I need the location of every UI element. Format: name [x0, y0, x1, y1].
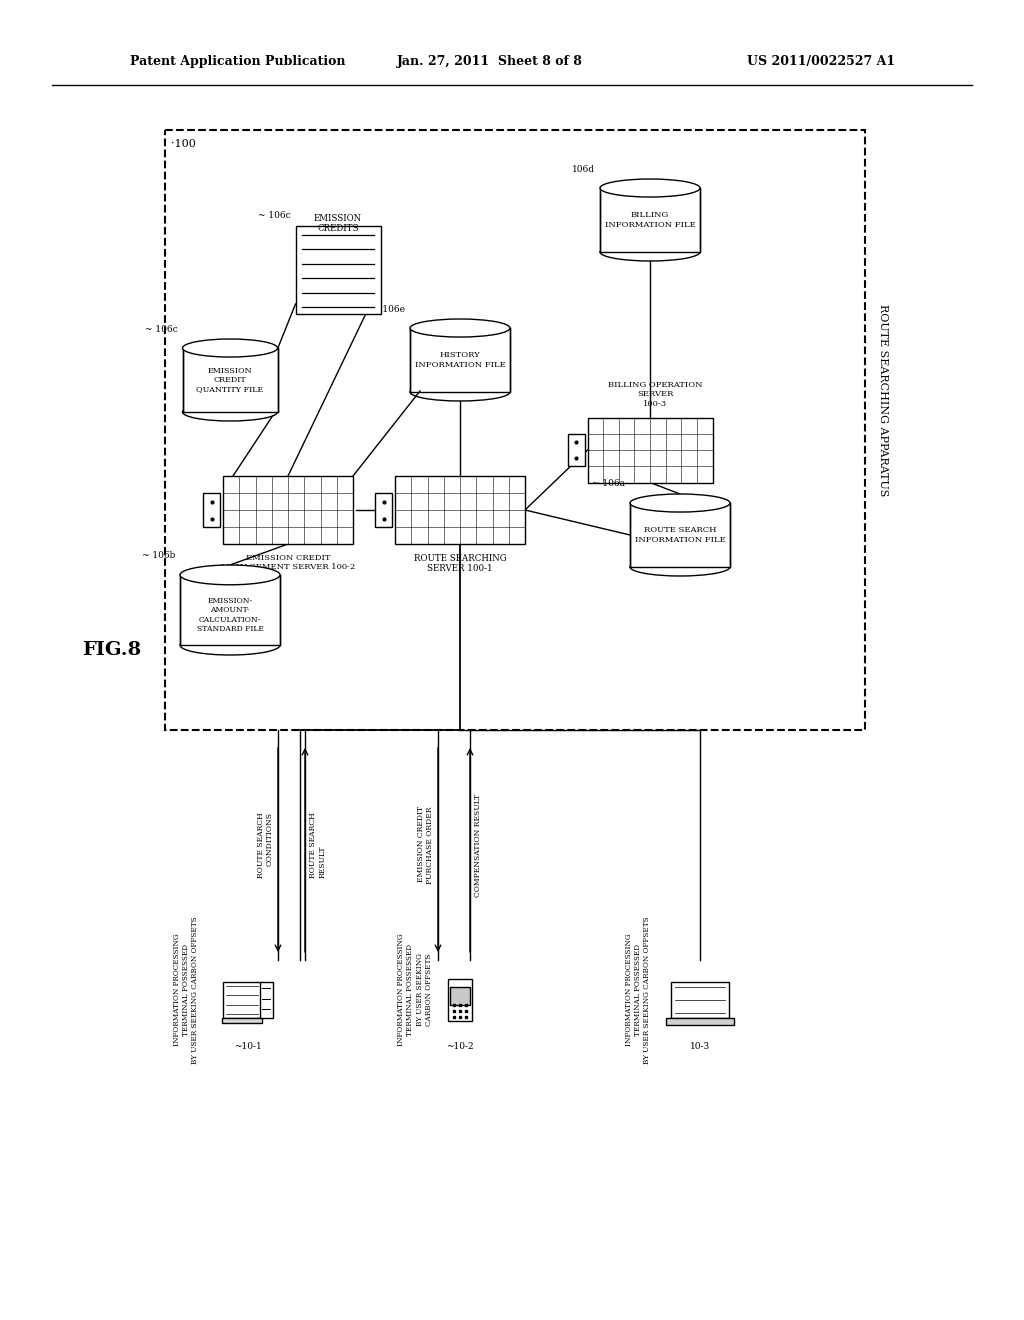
Ellipse shape	[180, 635, 280, 655]
Text: INFORMATION PROCESSING
TERMINAL POSSESSED
BY USER SEEKING
CARBON OFFSETS: INFORMATION PROCESSING TERMINAL POSSESSE…	[397, 933, 433, 1047]
Ellipse shape	[410, 383, 510, 401]
Text: BILLING
INFORMATION FILE: BILLING INFORMATION FILE	[604, 211, 695, 228]
Text: ~ 106a: ~ 106a	[592, 479, 625, 488]
Text: BILLING OPERATION
SERVER
100-3: BILLING OPERATION SERVER 100-3	[608, 381, 702, 408]
FancyBboxPatch shape	[588, 417, 713, 483]
Text: ~10-2: ~10-2	[446, 1041, 474, 1051]
Text: ROUTE SEARCH
CONDITIONS: ROUTE SEARCH CONDITIONS	[257, 812, 274, 878]
FancyBboxPatch shape	[223, 982, 261, 1018]
Text: INFORMATION PROCESSING
TERMINAL POSSESSED
BY USER SEEKING CARBON OFFSETS: INFORMATION PROCESSING TERMINAL POSSESSE…	[625, 916, 651, 1064]
FancyBboxPatch shape	[410, 327, 510, 392]
Ellipse shape	[182, 403, 278, 421]
Text: COMPENSATION RESULT: COMPENSATION RESULT	[474, 793, 482, 896]
Text: ~10-1: ~10-1	[234, 1041, 262, 1051]
FancyBboxPatch shape	[223, 477, 353, 544]
FancyBboxPatch shape	[375, 492, 392, 527]
FancyBboxPatch shape	[449, 979, 472, 1020]
Text: ~ 106c: ~ 106c	[144, 325, 177, 334]
FancyBboxPatch shape	[203, 492, 220, 527]
FancyBboxPatch shape	[165, 129, 865, 730]
Text: ROUTE SEARCHING
SERVER 100-1: ROUTE SEARCHING SERVER 100-1	[414, 554, 506, 573]
Text: ·100: ·100	[171, 139, 196, 149]
FancyBboxPatch shape	[260, 982, 273, 1018]
Ellipse shape	[630, 558, 730, 576]
Text: EMISSION
CREDITS: EMISSION CREDITS	[314, 214, 362, 234]
Text: EMISSION
CREDIT
QUANTITY FILE: EMISSION CREDIT QUANTITY FILE	[197, 367, 263, 393]
Text: Jan. 27, 2011  Sheet 8 of 8: Jan. 27, 2011 Sheet 8 of 8	[397, 55, 583, 69]
FancyBboxPatch shape	[296, 226, 381, 314]
FancyBboxPatch shape	[630, 503, 730, 568]
FancyBboxPatch shape	[395, 477, 525, 544]
Text: Patent Application Publication: Patent Application Publication	[130, 55, 345, 69]
Ellipse shape	[600, 180, 700, 197]
Ellipse shape	[180, 565, 280, 585]
FancyBboxPatch shape	[180, 576, 280, 645]
Ellipse shape	[600, 243, 700, 261]
FancyBboxPatch shape	[600, 187, 700, 252]
FancyBboxPatch shape	[182, 348, 278, 412]
Text: ~ 106b: ~ 106b	[141, 550, 175, 560]
Ellipse shape	[630, 494, 730, 512]
Text: ROUTE SEARCHING APPARATUS: ROUTE SEARCHING APPARATUS	[878, 304, 888, 496]
FancyBboxPatch shape	[666, 1018, 734, 1026]
Text: INFORMATION PROCESSING
TERMINAL POSSESSED
BY USER SEEKING CARBON OFFSETS: INFORMATION PROCESSING TERMINAL POSSESSE…	[173, 916, 200, 1064]
Text: EMISSION-
AMOUNT-
CALCULATION-
STANDARD FILE: EMISSION- AMOUNT- CALCULATION- STANDARD …	[197, 597, 263, 632]
Text: ROUTE SEARCH
INFORMATION FILE: ROUTE SEARCH INFORMATION FILE	[635, 527, 725, 544]
Text: 106d: 106d	[572, 165, 595, 173]
Text: HISTORY
INFORMATION FILE: HISTORY INFORMATION FILE	[415, 351, 506, 368]
FancyBboxPatch shape	[450, 987, 470, 1005]
FancyBboxPatch shape	[671, 982, 729, 1018]
FancyBboxPatch shape	[222, 1018, 262, 1023]
Text: ~ 106e: ~ 106e	[372, 305, 406, 314]
Text: EMISSION CREDIT
MANAGEMENT SERVER 100-2: EMISSION CREDIT MANAGEMENT SERVER 100-2	[221, 554, 355, 572]
Text: EMISSION CREDIT
PURCHASE ORDER: EMISSION CREDIT PURCHASE ORDER	[417, 807, 434, 884]
Text: ROUTE SEARCH
RESULT: ROUTE SEARCH RESULT	[309, 812, 327, 878]
FancyBboxPatch shape	[568, 434, 585, 466]
Text: 10-3: 10-3	[690, 1041, 710, 1051]
Text: US 2011/0022527 A1: US 2011/0022527 A1	[746, 55, 895, 69]
Text: FIG.8: FIG.8	[83, 642, 141, 659]
Ellipse shape	[410, 319, 510, 337]
Text: ~ 106c: ~ 106c	[258, 211, 291, 220]
Ellipse shape	[182, 339, 278, 356]
